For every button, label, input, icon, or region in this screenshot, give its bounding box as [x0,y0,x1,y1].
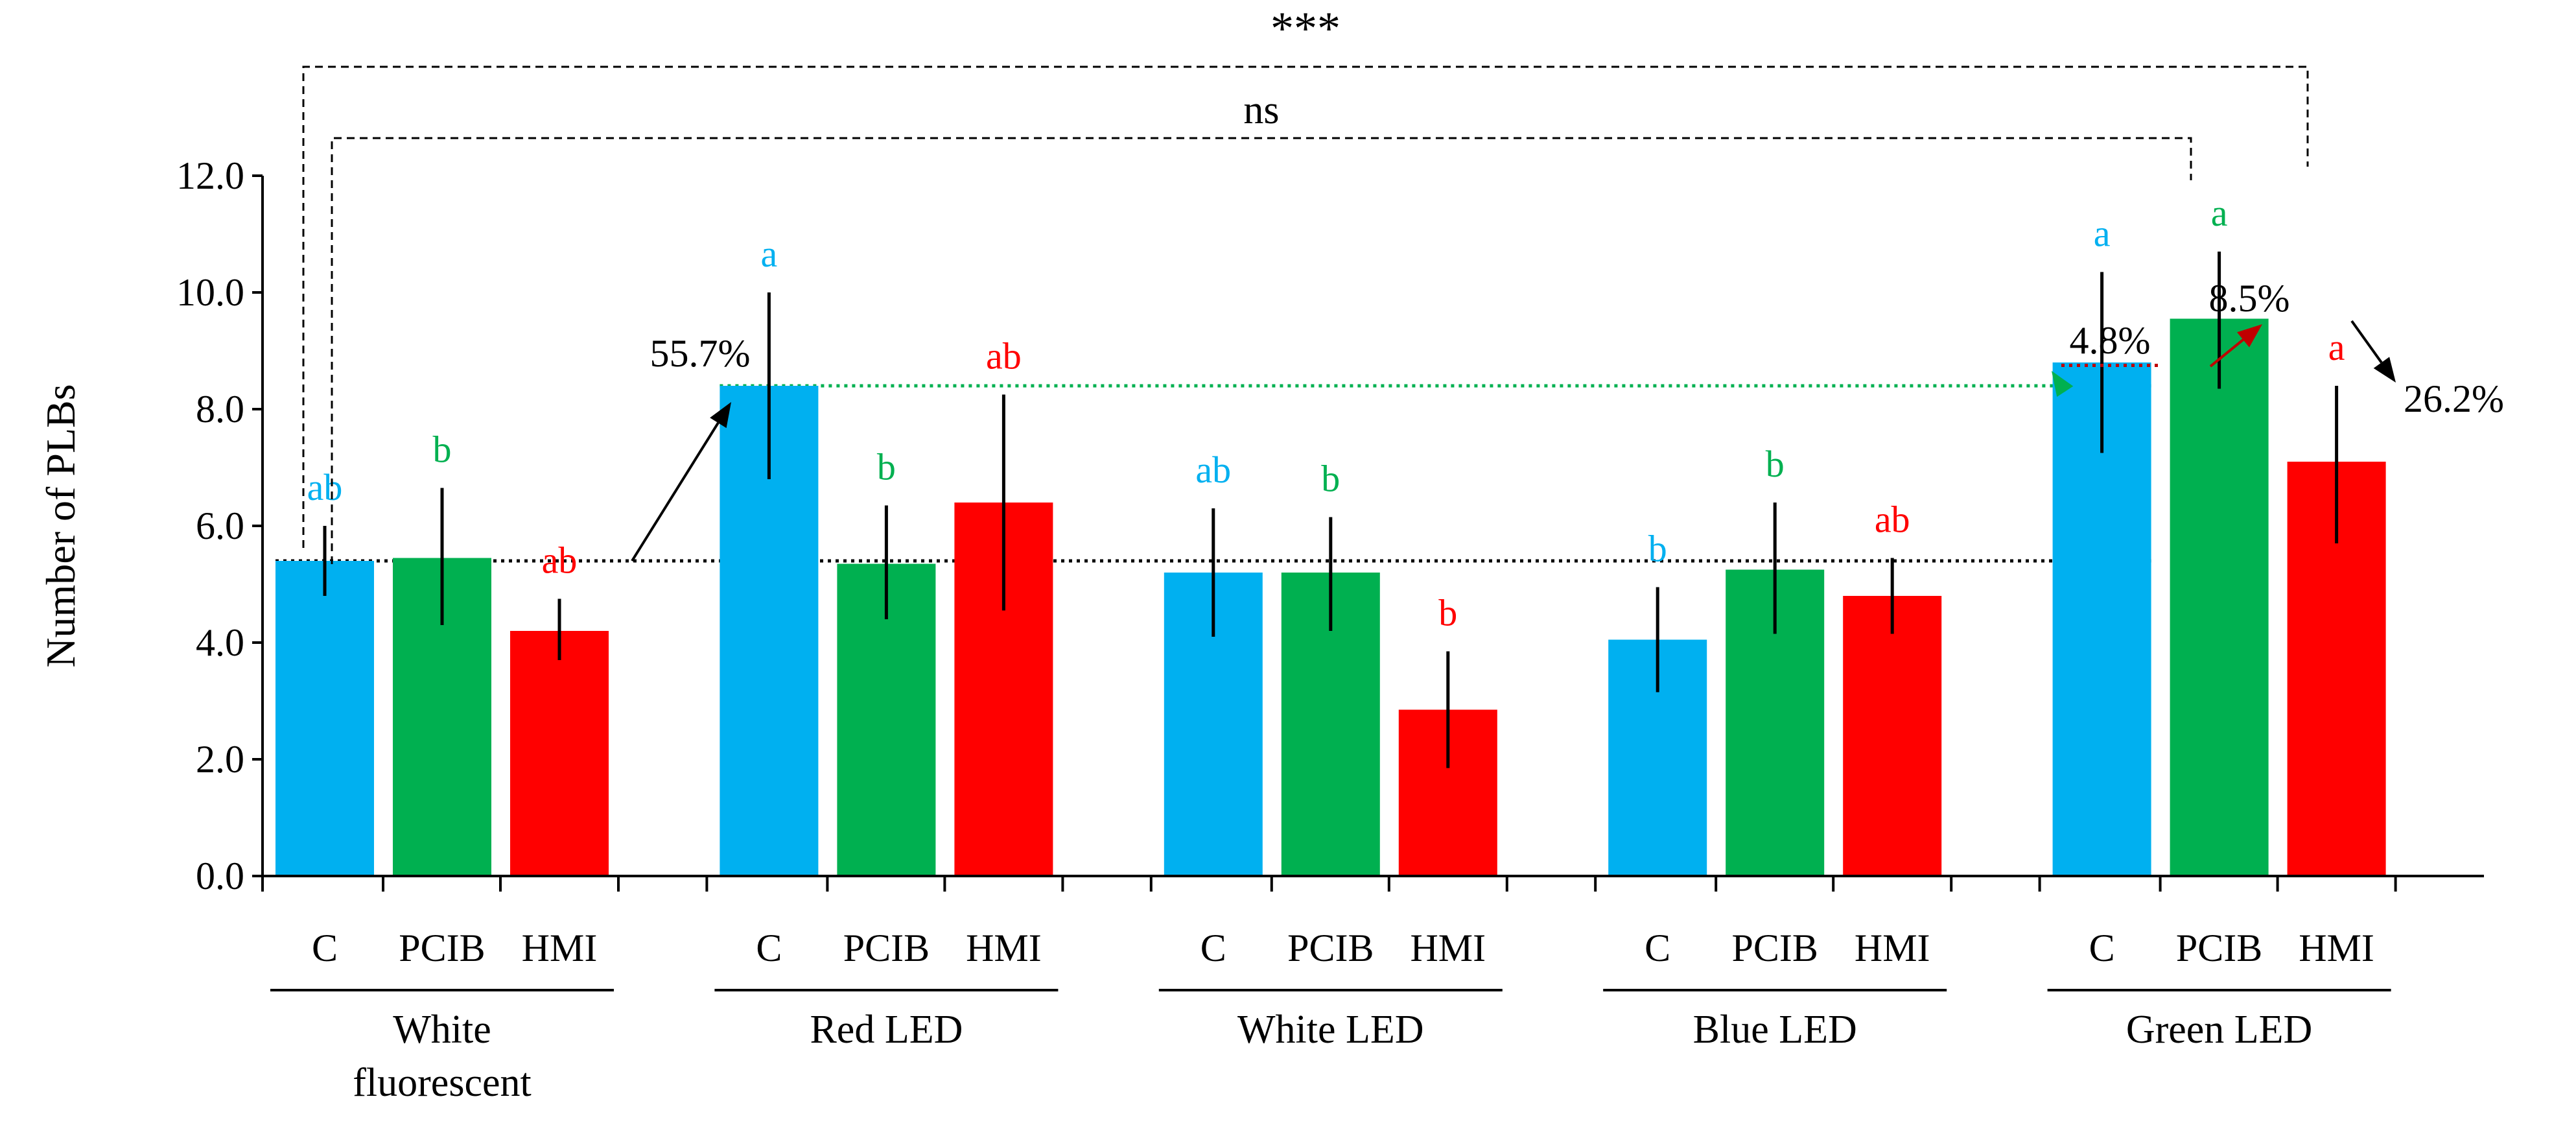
y-tick-label: 6.0 [196,504,244,547]
arrow-green-led-hmi-decrease-shaft [2350,320,2383,364]
letter-white-led-hmi: b [1438,592,1457,634]
x-tick-label-red-led-c: C [756,927,782,969]
arrow-green-led-pcib-increase-shaft [2209,338,2244,368]
group-label: Blue LED [1693,1008,1857,1052]
x-tick-label-blue-led-c: C [1645,927,1670,969]
arrow-red-led-increase-shaft [631,422,720,562]
letter-white-led-pcib: b [1321,458,1340,500]
ns-bracket-label: ns [1243,88,1279,132]
triple-star-bracket: *** [302,3,2309,548]
bar-green-led-pcib [2170,318,2269,876]
x-tick-label-green-led-pcib: PCIB [2176,927,2262,969]
arrow-green-led-hmi-decrease-head [2373,357,2396,383]
letter-red-led-hmi: ab [986,335,1022,377]
letter-red-led-c: a [761,233,778,275]
group-label: Green LED [2126,1008,2312,1052]
x-tick-label-blue-led-pcib: PCIB [1732,927,1818,969]
letter-white-fluorescent-hmi: ab [542,539,578,582]
letter-green-led-hmi: a [2328,326,2345,368]
bar-white-fluorescent-hmi [510,631,609,876]
letter-green-led-pcib: a [2211,192,2228,234]
letter-blue-led-c: b [1648,528,1667,570]
y-tick-label: 10.0 [176,271,244,314]
y-tick-label: 8.0 [196,388,244,431]
red-led-increase-label: 55.7% [650,332,751,375]
x-tick-label-green-led-hmi: HMI [2299,927,2374,969]
letter-blue-led-pcib: b [1766,443,1785,485]
x-tick-label-white-led-pcib: PCIB [1287,927,1374,969]
y-axis-title: Number of PLBs [38,384,84,667]
ns-bracket-line [331,137,2192,564]
triple-star-bracket-label: *** [1270,3,1341,54]
group-label: Red LED [810,1008,963,1052]
reference-layer [275,384,2151,563]
ns-bracket: ns [331,88,2192,564]
group-label: White LED [1237,1008,1424,1052]
y-tick-label: 0.0 [196,855,244,897]
arrow-green-led-c-increase-head [2052,371,2074,397]
letter-blue-led-hmi: ab [1875,499,1910,541]
group-label: fluorescent [353,1061,531,1105]
letter-red-led-pcib: b [877,446,896,488]
bars-layer [275,252,2386,876]
triple-star-bracket-line [302,65,2309,548]
axes-layer: 0.0 2.0 4.0 6.0 8.0 10.0 12.0 Number of PLBs C PC… [38,154,2484,1105]
bar-blue-led-hmi [1843,596,1942,876]
group-label: White [393,1008,491,1052]
x-tick-label-red-led-hmi: HMI [966,927,1042,969]
x-tick-label-red-led-pcib: PCIB [843,927,930,969]
x-tick-label-white-led-c: C [1200,927,1226,969]
x-tick-label-white-led-hmi: HMI [1410,927,1486,969]
x-tick-label-white-fluorescent-c: C [312,927,338,969]
letter-green-led-c: a [2094,213,2111,255]
arrow-red-led-increase-head [710,402,731,429]
arrow-green-led-pcib-increase-head [2237,324,2262,348]
letter-white-fluorescent-c: ab [307,466,343,508]
x-tick-label-green-led-c: C [2089,927,2115,969]
y-tick-label: 2.0 [196,738,244,781]
arrow-green-led-hmi-decrease [2350,320,2396,383]
arrow-green-led-pcib-increase [2209,324,2262,368]
letter-white-fluorescent-pcib: b [433,429,452,471]
green-led-pcib-increase-label: 8.5% [2209,277,2290,320]
x-tick-label-white-fluorescent-hmi: HMI [522,927,598,969]
bar-white-fluorescent-c [275,561,374,876]
y-tick-label: 12.0 [176,154,244,197]
arrow-green-led-c-increase [2052,371,2074,397]
letter-white-led-c: ab [1195,449,1231,491]
x-tick-label-blue-led-hmi: HMI [1855,927,1930,969]
x-tick-label-white-fluorescent-pcib: PCIB [399,927,485,969]
y-tick-label: 4.0 [196,621,244,664]
green-led-hmi-decrease-label: 26.2% [2404,377,2504,420]
green-led-c-increase-label: 4.8% [2070,319,2151,362]
arrow-red-led-increase [631,402,731,562]
